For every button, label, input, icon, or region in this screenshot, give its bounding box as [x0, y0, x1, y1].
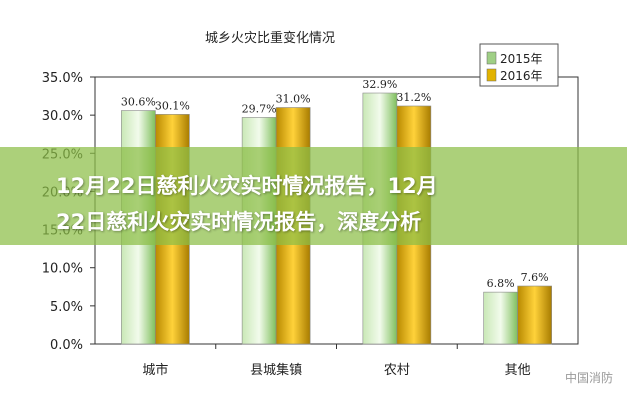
y-tick-label: 30.0%	[42, 109, 83, 124]
data-label: 30.1%	[155, 99, 190, 112]
legend-swatch	[486, 68, 497, 82]
data-label: 32.9%	[362, 78, 397, 91]
headline-banner	[0, 147, 627, 245]
y-tick-label: 5.0%	[50, 300, 83, 315]
x-tick-label: 其他	[505, 363, 531, 378]
x-tick-label: 农村	[384, 363, 410, 378]
headline-line-2: 22日慈利火灾实时情况报告，深度分析	[56, 210, 422, 234]
headline-line-1: 12月22日慈利火灾实时情况报告，12月	[56, 174, 438, 198]
legend-label: 2016年	[500, 69, 543, 83]
data-label: 30.6%	[121, 96, 156, 109]
x-tick-label: 城市	[142, 362, 168, 378]
chart-title: 城乡火灾比重变化情况	[205, 30, 335, 46]
x-tick-label: 县城集镇	[250, 362, 302, 378]
bar	[483, 291, 518, 345]
legend-label: 2015年	[500, 52, 543, 66]
watermark: 中国消防	[564, 371, 613, 385]
data-label: 6.8%	[487, 277, 515, 290]
bar	[517, 285, 552, 345]
data-label: 31.0%	[276, 93, 311, 106]
data-label: 7.6%	[521, 271, 549, 284]
data-label: 31.2%	[396, 91, 431, 104]
legend-swatch	[486, 51, 497, 65]
data-label: 29.7%	[242, 102, 277, 115]
y-tick-label: 10.0%	[42, 262, 83, 277]
y-tick-label: 35.0%	[42, 71, 83, 86]
y-tick-label: 0.0%	[50, 338, 83, 353]
